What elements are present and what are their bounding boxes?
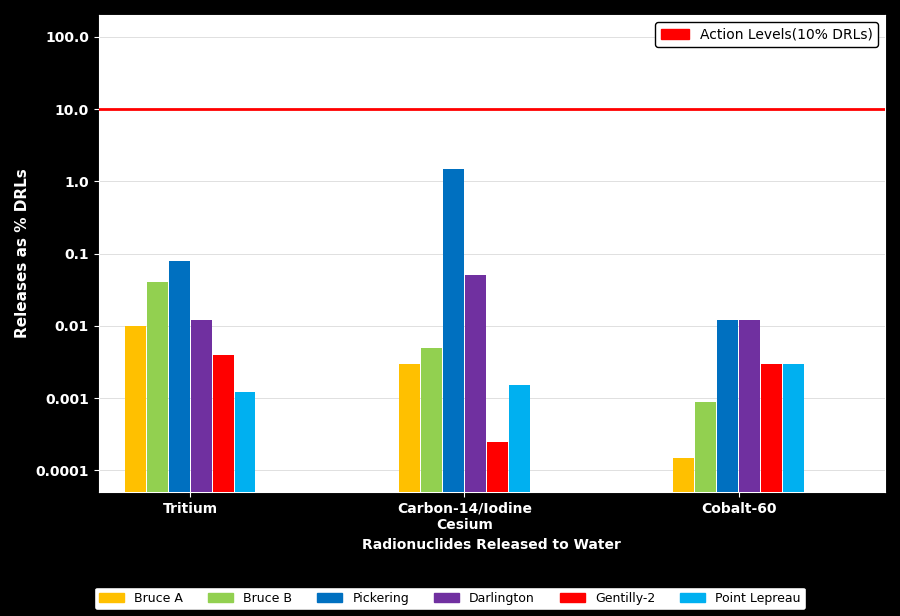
- X-axis label: Radionuclides Released to Water: Radionuclides Released to Water: [363, 538, 621, 552]
- Bar: [739, 320, 760, 616]
- Bar: [783, 363, 804, 616]
- Bar: [443, 169, 464, 616]
- Y-axis label: Releases as % DRLs: Releases as % DRLs: [15, 169, 30, 339]
- Legend: Action Levels(10% DRLs): Action Levels(10% DRLs): [655, 22, 878, 47]
- Bar: [191, 320, 211, 616]
- Bar: [487, 442, 508, 616]
- Bar: [421, 347, 442, 616]
- Bar: [125, 326, 146, 616]
- Bar: [400, 363, 420, 616]
- Legend: Bruce A, Bruce B, Pickering, Darlington, Gentilly-2, Point Lepreau: Bruce A, Bruce B, Pickering, Darlington,…: [94, 587, 806, 610]
- Bar: [147, 282, 167, 616]
- Bar: [212, 355, 233, 616]
- Bar: [235, 392, 256, 616]
- Bar: [508, 386, 530, 616]
- Bar: [673, 458, 694, 616]
- Bar: [696, 402, 716, 616]
- Bar: [169, 261, 190, 616]
- Bar: [717, 320, 738, 616]
- Bar: [465, 275, 486, 616]
- Bar: [761, 363, 782, 616]
